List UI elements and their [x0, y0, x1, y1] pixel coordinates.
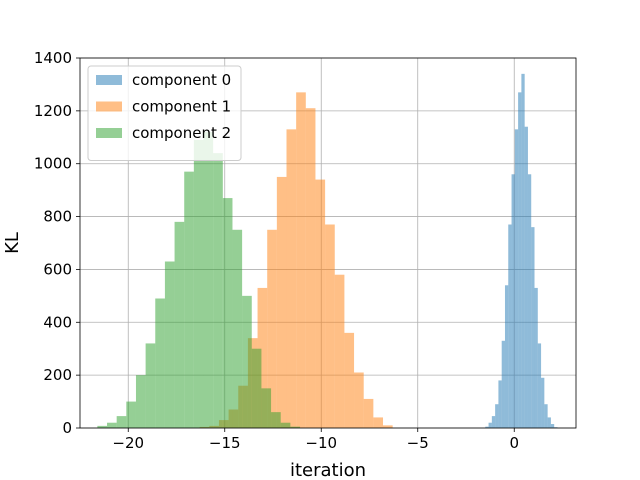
histogram-bar — [276, 176, 287, 428]
histogram-bar — [174, 221, 185, 428]
legend-swatch — [96, 128, 122, 138]
histogram-bar — [242, 295, 252, 428]
y-tick-label: 0 — [62, 419, 72, 437]
histogram-bar — [501, 340, 505, 428]
histogram-bar — [271, 412, 281, 428]
histogram-bar — [547, 417, 551, 428]
histogram-bar — [527, 174, 532, 428]
legend-label: component 0 — [132, 71, 231, 89]
y-tick-label: 1000 — [34, 155, 72, 173]
histogram-bar — [521, 73, 525, 428]
histogram-bar — [296, 92, 306, 428]
histogram-bar — [193, 139, 204, 428]
histogram-bar — [164, 261, 175, 428]
x-axis-label: iteration — [290, 460, 366, 480]
x-tick-label: −20 — [112, 434, 144, 452]
legend-label: component 1 — [132, 98, 231, 116]
histogram-bar — [145, 343, 156, 428]
series-2-bars — [97, 132, 301, 428]
histogram-bar — [203, 132, 214, 428]
y-tick-label: 1400 — [34, 49, 72, 67]
histogram-bar — [155, 298, 165, 428]
histogram-bar — [305, 108, 316, 428]
legend-swatch — [96, 75, 122, 85]
histogram-bar — [498, 380, 502, 428]
histogram-bar — [280, 422, 291, 428]
ticks: −20 −15 −10 −5 0 0 200 400 600 800 1000 1200 1400 — [34, 49, 519, 452]
histogram-bar — [325, 224, 335, 428]
series-0-bars — [485, 73, 558, 428]
histogram-bar — [315, 179, 326, 428]
histogram-bar — [537, 343, 542, 428]
histogram-bar — [534, 287, 538, 428]
histogram-bar — [257, 287, 268, 428]
histogram-bar — [354, 372, 364, 428]
histogram-bar — [541, 377, 545, 428]
legend-label: component 2 — [132, 124, 231, 142]
histogram-bar — [126, 401, 136, 428]
histogram-bar — [232, 229, 243, 428]
histogram-bar — [116, 416, 127, 428]
histogram-bar — [508, 224, 512, 428]
y-tick-label: 200 — [43, 366, 72, 384]
histogram-bar — [495, 404, 499, 428]
histogram-bar — [97, 425, 108, 428]
histogram-bar — [531, 227, 535, 428]
x-tick-label: −15 — [209, 434, 241, 452]
histogram-bar — [251, 348, 262, 428]
y-tick-label: 1200 — [34, 102, 72, 120]
histogram-bar — [491, 416, 496, 428]
legend-box — [87, 65, 242, 161]
histogram-bar — [344, 332, 355, 428]
histogram-bar — [184, 171, 194, 428]
histogram-bar — [213, 153, 223, 428]
histogram-bar — [514, 129, 519, 428]
histogram-bar — [488, 422, 492, 428]
histogram-bar — [485, 426, 489, 428]
histogram-bar — [518, 92, 522, 428]
x-tick-label: −5 — [407, 434, 429, 452]
histogram-bar — [261, 388, 272, 428]
histogram-bar — [222, 198, 233, 428]
plot-frame — [79, 57, 577, 429]
legend-swatch — [96, 101, 122, 112]
x-tick-label: −10 — [305, 434, 337, 452]
y-tick-label: 800 — [43, 208, 72, 226]
x-tick-label: 0 — [509, 434, 519, 452]
histogram-bar — [334, 274, 345, 428]
histogram-bar — [373, 417, 384, 428]
y-axis-label: KL — [2, 232, 23, 254]
histogram-bar — [286, 129, 297, 428]
histogram-bar — [290, 426, 301, 428]
bars — [97, 73, 558, 428]
histogram-bar — [107, 422, 117, 428]
histogram-bar — [544, 404, 548, 428]
histogram-bar — [363, 398, 374, 428]
histogram-bar — [550, 424, 555, 428]
legend: component 0 component 1 component 2 — [87, 65, 242, 161]
y-tick-label: 600 — [43, 260, 72, 278]
histogram-bar — [267, 229, 277, 428]
histogram-bar — [504, 285, 509, 428]
histogram-bar — [511, 174, 515, 428]
y-tick-label: 400 — [43, 313, 72, 331]
histogram-bar — [135, 375, 146, 428]
histogram-bar — [524, 126, 528, 428]
histogram-bar — [383, 425, 393, 428]
